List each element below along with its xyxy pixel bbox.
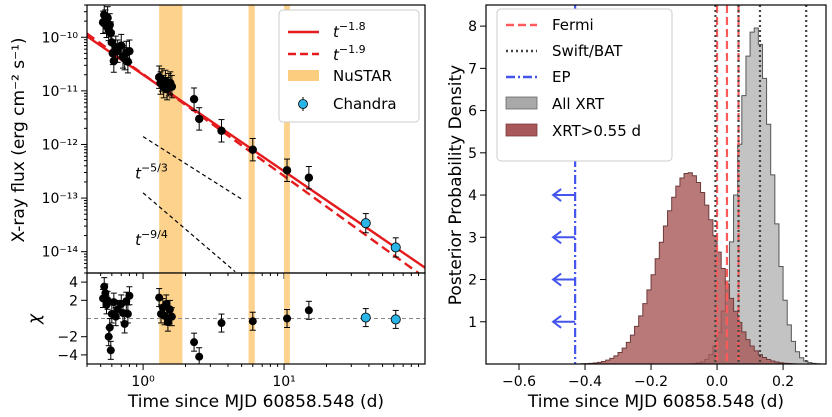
guide-53-label: t−5/3 (135, 162, 168, 183)
posterior-xtick-label: −0.4 (568, 374, 602, 390)
hist-xrt-055 (580, 172, 796, 364)
legend-allxrt-label: All XRT (552, 95, 605, 113)
residual-point (160, 311, 169, 320)
flux-ytick-label: 10⁻¹⁰ (42, 30, 79, 46)
residual-point (155, 293, 164, 302)
residual-ytick-label: −4 (57, 348, 78, 364)
flux-ytick-label: 10⁻¹³ (42, 191, 78, 207)
residual-point (167, 312, 176, 321)
residual-point (283, 314, 292, 323)
residual-point (125, 291, 134, 300)
flux-ytick-label: 10⁻¹¹ (42, 84, 78, 100)
ep-arrow-head-3 (551, 188, 562, 202)
guide-94-label: t−9/4 (135, 228, 168, 249)
posterior-ytick-label: 4 (468, 188, 477, 204)
residual-point (111, 312, 120, 321)
residual-ytick-label: 2 (69, 293, 78, 309)
legend-xrt055-label: XRT>0.55 d (552, 122, 641, 140)
posterior-ytick-label: 8 (468, 19, 477, 35)
residual-point (103, 296, 112, 305)
left-xlabel: Time since MJD 60858.548 (d) (127, 392, 384, 412)
residual-point (105, 323, 114, 332)
posterior-axes-frame (485, 4, 827, 365)
ep-arrow-head-0 (551, 314, 562, 329)
legend-ep-label: EP (552, 68, 571, 86)
flux-ytick-label: 10⁻¹⁴ (42, 245, 79, 261)
posterior-legend-box (496, 8, 673, 162)
ep-arrow-head-1 (551, 272, 562, 287)
posterior-ytick-label: 6 (468, 104, 477, 120)
xrt-point (105, 20, 114, 30)
xrt-point (282, 166, 292, 175)
chandra-residual-point (360, 312, 371, 323)
residual-xtick-label: 10¹ (272, 374, 295, 390)
residual-axes-frame (86, 272, 426, 365)
chandra-point (360, 218, 371, 229)
xrt-point (167, 82, 177, 91)
flux-panel: 10⁻¹⁴ 10⁻¹³ 10⁻¹² 10⁻¹¹ 10⁻¹⁰ X-ray flux (er… (9, 4, 426, 279)
residual-point (190, 338, 199, 347)
model-line-3 (142, 192, 236, 273)
posterior-ytick-label: 7 (468, 61, 477, 77)
residual-xtick-label: 10⁰ (131, 374, 155, 390)
ep-arrow-head-2 (551, 230, 562, 245)
posterior-xtick-label: 0.0 (706, 374, 728, 390)
flux-ytick-label: 10⁻¹² (42, 137, 78, 153)
legend-t18-label: t−1.8 (333, 20, 366, 41)
xrt-point (189, 94, 199, 104)
legend-bat-label: Swift/BAT (552, 42, 623, 60)
posterior-xtick-label: −0.6 (502, 374, 536, 390)
posterior-ytick-label: 3 (468, 230, 477, 246)
residual-ylabel: χ (25, 313, 45, 325)
xrt-point (125, 46, 134, 56)
posterior-ytick-label: 2 (468, 273, 477, 289)
residual-panel: 4 2 −2 −4 10⁰ 10¹ χ Time since MJD 60858.548 … (25, 272, 426, 412)
residual-point (106, 346, 115, 355)
posterior-ytick-label: 1 (468, 315, 477, 331)
xrt-point (217, 126, 226, 135)
posterior-xtick-label: 0.2 (772, 374, 794, 390)
posterior-legend: Fermi Swift/BAT EP All XRT XRT>0.55 d (496, 8, 673, 162)
model-line-2 (142, 136, 242, 200)
residual-ytick-label: −2 (57, 330, 78, 346)
residual-point (217, 319, 226, 328)
residual-point (109, 298, 118, 307)
residual-point (123, 309, 132, 318)
xrt-point (194, 114, 204, 124)
chandra-residual-point (390, 314, 401, 325)
legend-t19-label: t−1.9 (333, 43, 366, 64)
xrt-point (304, 173, 314, 182)
posterior-panel: −0.6 −0.4 −0.2 0.0 0.2 1 2 3 4 5 6 7 8 Posterior Pro… (446, 4, 827, 412)
legend-fermi-label: Fermi (552, 16, 594, 34)
legend-chandra-label: Chandra (333, 95, 397, 113)
legend-nustar-label: NuSTAR (333, 67, 392, 85)
chandra-point (390, 242, 401, 253)
right-xlabel: Time since MJD 60858.548 (d) (527, 392, 784, 412)
flux-ylabel: X-ray flux (erg cm⁻² s⁻¹) (9, 37, 29, 242)
residual-point (195, 352, 204, 361)
xrt-point (123, 57, 133, 66)
residual-point (165, 305, 174, 314)
nustar-band-2 (284, 5, 290, 273)
flux-legend: t−1.8 t−1.9 NuSTAR Chandra (278, 9, 420, 123)
residual-point (304, 306, 313, 315)
legend-chandra-marker (298, 99, 308, 109)
flux-legend-box (278, 9, 420, 123)
residual-point (248, 317, 257, 326)
residual-point (100, 282, 109, 291)
xrt-point (248, 145, 257, 154)
residual-point (120, 319, 129, 328)
legend-nustar-swatch (288, 70, 319, 81)
legend-xrt055-swatch (505, 123, 538, 137)
posterior-xtick-label: −0.2 (634, 374, 668, 390)
posterior-ytick-label: 5 (468, 146, 477, 162)
nustar-band-1 (248, 5, 255, 273)
legend-allxrt-swatch (505, 96, 538, 110)
posterior-ylabel: Posterior Probability Density (446, 65, 466, 305)
residual-ytick-label: 4 (69, 275, 78, 291)
